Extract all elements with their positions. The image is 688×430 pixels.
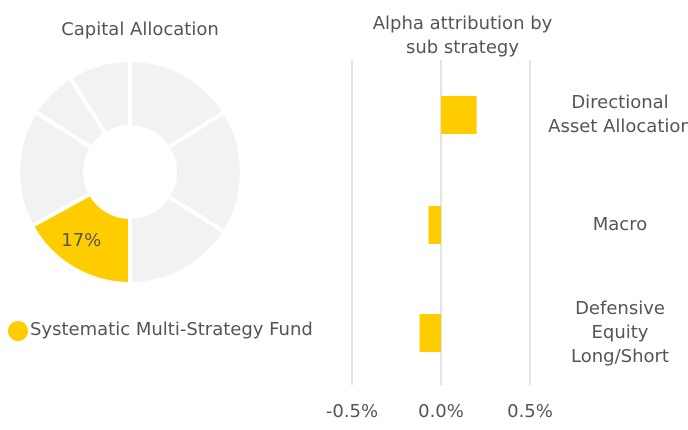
category-label: Directional Asset Allocation: [548, 92, 688, 137]
legend-swatch: [8, 321, 28, 341]
x-tick-label: 0.0%: [418, 401, 464, 422]
category-label: Defensive Equity Long/Short: [571, 298, 669, 367]
donut-slice: [67, 57, 132, 137]
bar: [428, 206, 441, 244]
donut-title: Capital Allocation: [61, 19, 219, 40]
donut-slice: [29, 190, 132, 287]
x-tick-label: -0.5%: [326, 401, 378, 422]
bar-title: Alpha attribution by sub strategy: [372, 13, 553, 58]
slice-label: 17%: [61, 230, 101, 251]
donut-slice: [16, 109, 95, 229]
x-tick-label: 0.5%: [507, 401, 553, 422]
bar: [419, 314, 441, 352]
category-label: Macro: [592, 214, 648, 235]
donut-slice: [165, 109, 244, 235]
bar: [441, 96, 477, 134]
legend-label: Systematic Multi-Strategy Fund: [30, 319, 313, 340]
